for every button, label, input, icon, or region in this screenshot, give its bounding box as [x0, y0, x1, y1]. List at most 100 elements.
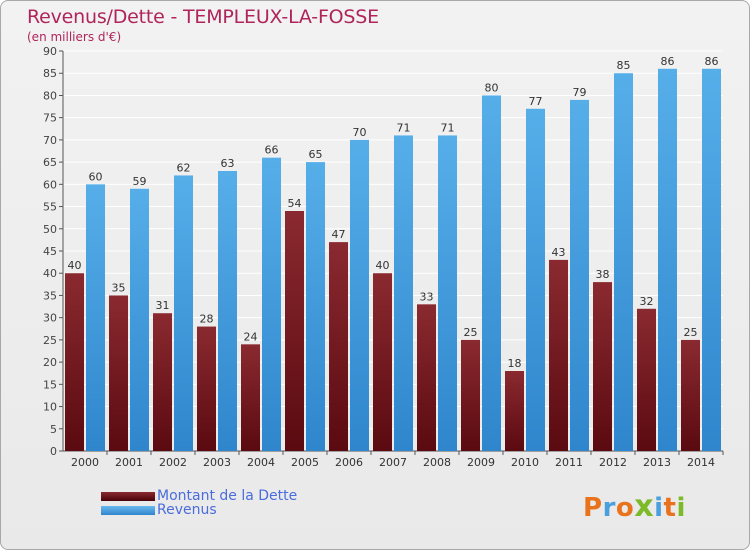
x-tick-label: 2001 [115, 456, 143, 469]
data-label-dette: 32 [640, 295, 654, 308]
data-label-revenus: 77 [529, 95, 543, 108]
bar-dette [593, 282, 612, 451]
bar-revenus [526, 108, 545, 452]
x-tick-label: 2008 [423, 456, 451, 469]
data-label-dette: 28 [200, 313, 214, 326]
bar-revenus [218, 171, 237, 451]
bar-revenus [174, 175, 193, 451]
data-label-revenus: 86 [661, 55, 675, 68]
bar-dette [461, 339, 480, 451]
data-label-dette: 25 [684, 326, 698, 339]
bar-dette [285, 211, 304, 451]
bar-revenus [570, 99, 589, 451]
bar-revenus [130, 188, 149, 451]
data-label-revenus: 86 [705, 55, 719, 68]
legend-label-revenus: Revenus [157, 502, 217, 518]
data-label-revenus: 65 [309, 148, 323, 161]
logo-letter: i [676, 493, 686, 523]
bar-revenus [438, 135, 457, 451]
bar-dette [417, 304, 436, 451]
x-tick-label: 2009 [467, 456, 495, 469]
bar-revenus [482, 95, 501, 451]
x-tick-label: 2011 [555, 456, 583, 469]
proxiti-logo: Proxiti [583, 489, 686, 524]
bar-layer [65, 68, 721, 452]
data-label-revenus: 80 [485, 81, 499, 94]
data-label-dette: 35 [112, 281, 126, 294]
logo-letter: i [654, 493, 664, 523]
bar-dette [373, 273, 392, 451]
bar-dette [681, 339, 700, 451]
y-tick-label: 15 [43, 378, 57, 391]
bar-dette [65, 273, 84, 451]
y-tick-label: 25 [43, 334, 57, 347]
bar-revenus [614, 73, 633, 451]
label-layer: 40 60 35 59 31 62 28 63 24 66 54 65 47 70 40 71 33 71 25 80… [68, 55, 719, 370]
bar-revenus [262, 157, 281, 451]
y-tick-label: 20 [43, 356, 57, 369]
data-label-dette: 47 [332, 228, 346, 241]
y-tick-label: 35 [43, 289, 57, 302]
x-tick-label: 2007 [379, 456, 407, 469]
bar-dette [241, 344, 260, 451]
data-label-revenus: 71 [441, 121, 455, 134]
data-label-dette: 31 [156, 299, 170, 312]
y-tick-label: 5 [50, 423, 57, 436]
bar-revenus [394, 135, 413, 451]
y-tick-label: 40 [43, 267, 57, 280]
bar-dette [549, 259, 568, 451]
logo-letter: r [602, 493, 616, 523]
y-tick-label: 60 [43, 178, 57, 191]
x-tick-label: 2012 [599, 456, 627, 469]
bar-dette [153, 313, 172, 451]
y-tick-label: 90 [43, 45, 57, 58]
y-tick-label: 75 [43, 112, 57, 125]
axis-layer: 0 5 10 15 20 25 30 35 40 45 50 55 60 65 70 75 80 85 90 2000… [43, 45, 724, 469]
data-label-revenus: 62 [177, 161, 191, 174]
bar-revenus [86, 184, 105, 452]
bar-revenus [350, 139, 369, 451]
logo-letter: x [634, 489, 655, 524]
y-tick-label: 30 [43, 312, 57, 325]
x-tick-label: 2004 [247, 456, 275, 469]
grid-layer [63, 50, 723, 452]
y-tick-label: 85 [43, 67, 57, 80]
data-label-dette: 43 [552, 246, 566, 259]
logo-letter: t [663, 493, 677, 523]
y-tick-label: 50 [43, 223, 57, 236]
legend-label-dette: Montant de la Dette [157, 488, 298, 504]
data-label-dette: 40 [68, 259, 82, 272]
data-label-revenus: 59 [133, 175, 147, 188]
x-tick-label: 2003 [203, 456, 231, 469]
data-label-revenus: 63 [221, 157, 235, 170]
y-tick-label: 70 [43, 134, 57, 147]
y-tick-label: 0 [50, 445, 57, 458]
x-tick-label: 2014 [687, 456, 715, 469]
y-tick-label: 55 [43, 201, 57, 214]
data-label-revenus: 60 [89, 170, 103, 183]
chart-title: Revenus/Dette - TEMPLEUX-LA-FOSSE [27, 6, 379, 28]
data-label-revenus: 70 [353, 126, 367, 139]
data-label-revenus: 85 [617, 59, 631, 72]
bar-dette [637, 308, 656, 451]
legend-item-revenus: Revenus [101, 502, 217, 518]
data-label-revenus: 79 [573, 86, 587, 99]
bar-revenus [658, 68, 677, 452]
bar-revenus [306, 162, 325, 451]
data-label-dette: 38 [596, 268, 610, 281]
bar-dette [197, 326, 216, 451]
x-tick-label: 2013 [643, 456, 671, 469]
data-label-revenus: 71 [397, 121, 411, 134]
logo-letter: P [583, 493, 603, 523]
y-tick-label: 80 [43, 89, 57, 102]
legend-swatch-revenus [101, 505, 155, 515]
data-label-dette: 54 [288, 197, 302, 210]
data-label-dette: 33 [420, 290, 434, 303]
x-tick-label: 2006 [335, 456, 363, 469]
x-tick-label: 2002 [159, 456, 187, 469]
x-tick-label: 2000 [71, 456, 99, 469]
x-tick-label: 2010 [511, 456, 539, 469]
data-label-dette: 25 [464, 326, 478, 339]
